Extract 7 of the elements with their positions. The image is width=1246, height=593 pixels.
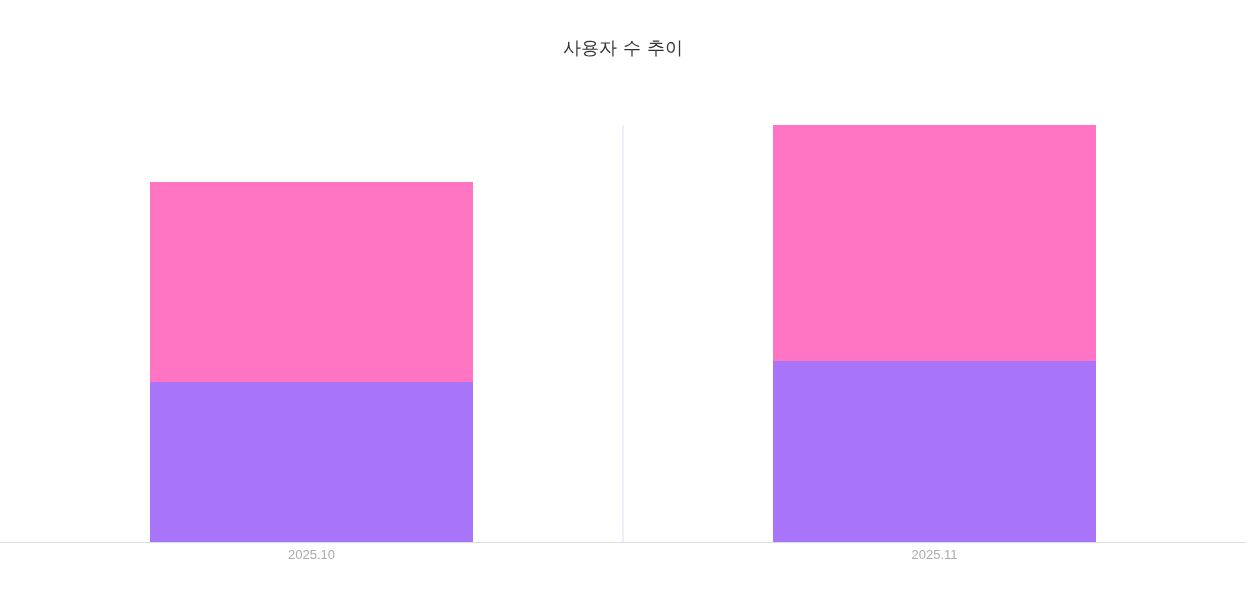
- x-tick-label: 2025.10: [288, 546, 335, 562]
- x-tick-label: 2025.11: [911, 546, 958, 562]
- bar: [772, 361, 1097, 542]
- bar: [149, 181, 474, 382]
- bar: [149, 381, 474, 542]
- bar: [772, 125, 1097, 362]
- chart-title: 사용자 수 추이: [563, 37, 683, 59]
